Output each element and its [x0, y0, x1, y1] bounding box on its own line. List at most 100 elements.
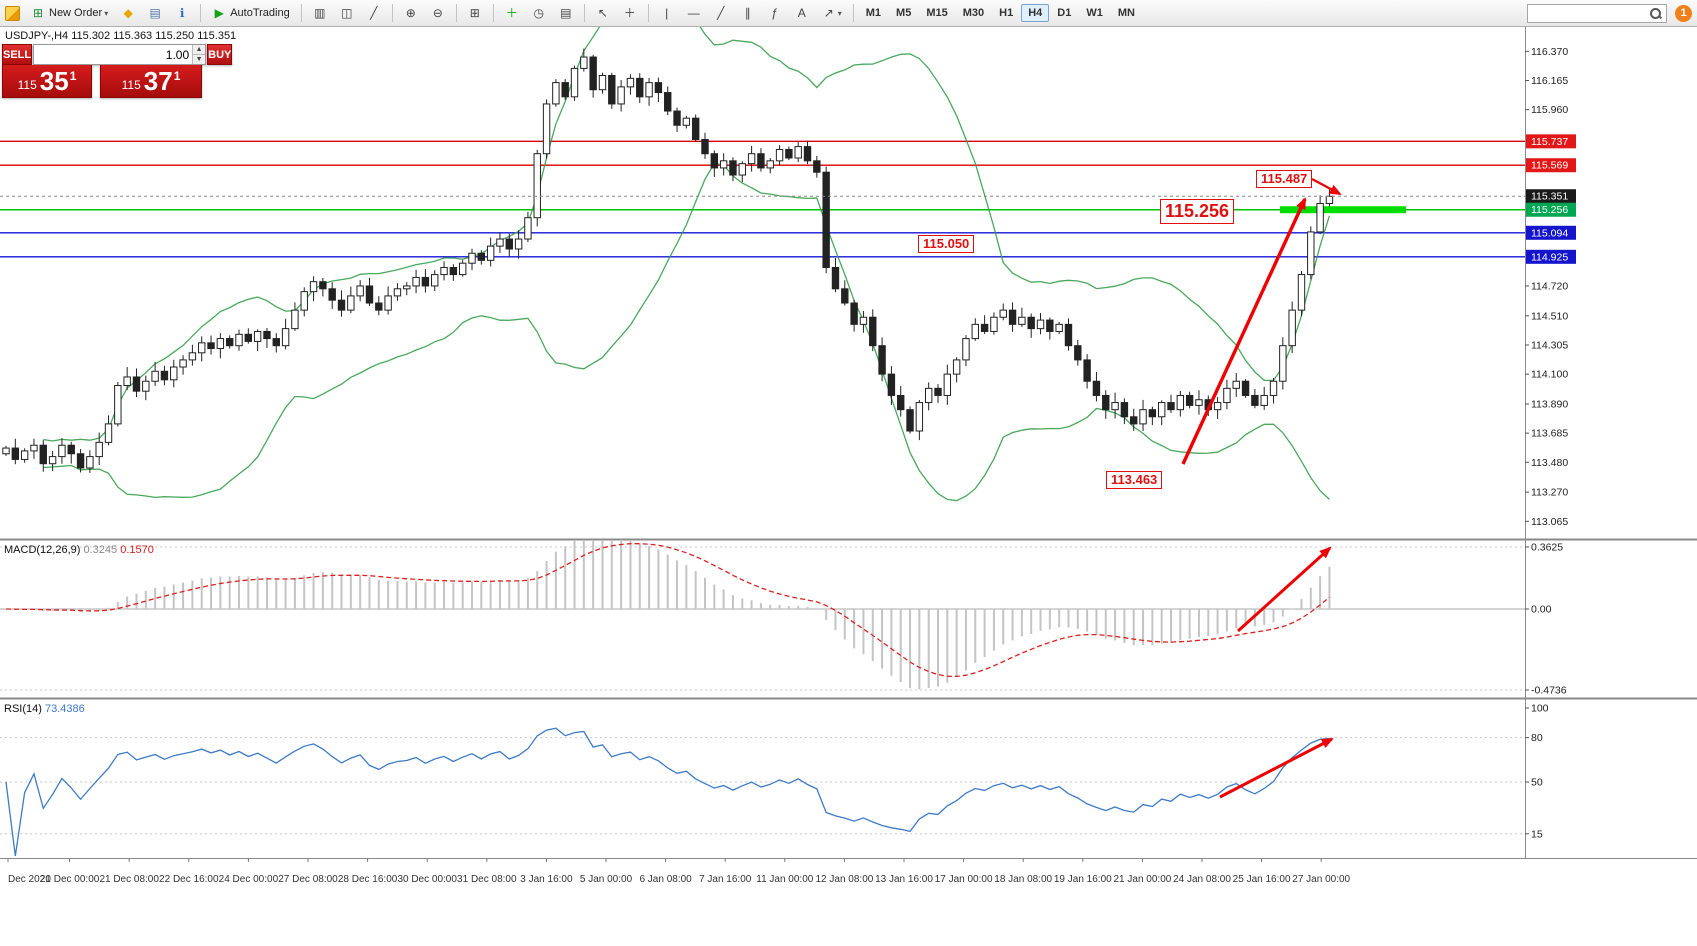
price-callout[interactable]: 115.050 [918, 235, 975, 254]
toolbar-separator [455, 4, 457, 22]
chevron-down-icon: ▾ [104, 8, 109, 18]
candlestick-chart-icon-button[interactable]: ◫ [334, 3, 360, 23]
svg-text:114.925: 114.925 [1531, 251, 1568, 263]
timeframe-m30-button[interactable]: M30 [956, 4, 991, 22]
metaeditor-icon-icon: ▤ [149, 6, 161, 20]
zoom-in-icon: ⊕ [405, 6, 416, 20]
trend-arrow-macd[interactable] [1236, 546, 1332, 633]
zoom-out-button[interactable]: ⊖ [425, 3, 451, 23]
buy-price-pip: 1 [173, 68, 181, 83]
zoom-in-button[interactable]: ⊕ [398, 3, 424, 23]
horizontal-line-tool-button[interactable]: — [681, 3, 707, 23]
time-axis-label: Dec 2021 [8, 874, 51, 885]
notification-badge[interactable]: 1 [1675, 4, 1692, 22]
templates-button[interactable]: ▤ [553, 3, 579, 23]
timeframe-m1-button[interactable]: M1 [859, 4, 888, 22]
sell-price-button[interactable]: 115 35 1 [2, 65, 92, 98]
price-callout[interactable]: 115.256 [1160, 199, 1235, 224]
timeframe-m5-button[interactable]: M5 [889, 4, 918, 22]
trendline-tool-button[interactable]: ╱ [708, 3, 734, 23]
timeframe-h4-button[interactable]: H4 [1021, 4, 1050, 22]
crosshair-tool-button[interactable]: ＋ [617, 3, 643, 23]
svg-text:115.569: 115.569 [1531, 160, 1568, 172]
periods-button[interactable]: ◷ [526, 3, 552, 23]
timeframe-mn-button[interactable]: MN [1111, 4, 1142, 22]
help-icon-button[interactable]: ℹ [169, 3, 195, 23]
toolbar-separator [200, 4, 202, 22]
indicators-button[interactable]: ＋ [499, 3, 525, 23]
volume-up-button[interactable]: ▲ [193, 45, 206, 55]
timeframe-h1-button[interactable]: H1 [992, 4, 1020, 22]
candlestick-chart-icon-icon: ◫ [341, 6, 353, 20]
time-axis-label: 20 Dec 00:00 [40, 874, 100, 885]
text-tool-button[interactable]: A [789, 3, 815, 23]
svg-text:113.480: 113.480 [1531, 457, 1568, 469]
price-callout[interactable]: 115.487 [1256, 170, 1313, 189]
toolbar-button-label: D1 [1057, 7, 1072, 19]
time-axis-label: 3 Jan 16:00 [520, 874, 573, 885]
volume-input[interactable] [34, 45, 193, 64]
svg-text:113.270: 113.270 [1531, 487, 1568, 499]
vertical-line-tool-icon: | [665, 6, 669, 20]
autotrading-icon: ▶ [214, 6, 224, 20]
search-input[interactable] [1532, 7, 1649, 19]
new-order-icon: ⊞ [32, 6, 44, 20]
time-axis-label: 18 Jan 08:00 [994, 874, 1052, 885]
svg-text:15: 15 [1531, 828, 1543, 840]
search-icon[interactable] [1649, 7, 1662, 20]
toolbar-right: 1 [1527, 3, 1692, 23]
svg-text:113.685: 113.685 [1531, 428, 1568, 440]
toolbar-separator [492, 4, 494, 22]
cursor-tool-button[interactable]: ↖ [590, 3, 616, 23]
vertical-line-tool-button[interactable]: | [654, 3, 680, 23]
tile-windows-button[interactable]: ⊞ [462, 3, 488, 23]
price-chart-canvas[interactable]: 116.370 116.165 115.960 114.720 114.510 114.3… [0, 27, 1697, 946]
toolbar-separator [391, 4, 393, 22]
timeframe-w1-button[interactable]: W1 [1079, 4, 1110, 22]
sell-button[interactable]: SELL [2, 44, 33, 65]
metaeditor-icon-button[interactable]: ▤ [142, 3, 168, 23]
channel-tool-button[interactable]: ∥ [735, 3, 761, 23]
price-callout[interactable]: 113.463 [1106, 471, 1163, 490]
indicators-icon: ＋ [505, 6, 518, 20]
fibonacci-tool-button[interactable]: ƒ [762, 3, 788, 23]
toolbar-button-label: AutoTrading [230, 7, 290, 19]
rsi-name: RSI(14) [4, 703, 42, 715]
autotrading-button[interactable]: ▶ AutoTrading [206, 3, 296, 23]
sell-price-big: 35 [39, 66, 69, 96]
alerts-icon-button[interactable]: ◆ [115, 3, 141, 23]
buy-price-button[interactable]: 115 37 1 [100, 65, 202, 98]
buy-button[interactable]: BUY [207, 44, 233, 65]
trend-arrow-high[interactable] [1311, 178, 1342, 195]
volume-stepper: ▲ ▼ [192, 45, 206, 64]
toolbar-button-label: H4 [1028, 7, 1043, 19]
volume-down-button[interactable]: ▼ [193, 55, 206, 64]
svg-text:115.256: 115.256 [1531, 204, 1568, 216]
toolbar-button-label: M1 [865, 7, 882, 19]
tile-windows-icon: ⊞ [469, 6, 480, 20]
horizontal-line-tool-icon: — [687, 6, 700, 20]
chart-area[interactable]: 116.370 116.165 115.960 114.720 114.510 114.3… [0, 27, 1697, 946]
time-axis-label: 25 Jan 16:00 [1233, 874, 1291, 885]
arrows-tool-button[interactable]: ↗ ▾ [816, 3, 848, 23]
trend-arrow-rsi[interactable] [1219, 737, 1334, 799]
timeframe-d1-button[interactable]: D1 [1050, 4, 1078, 22]
new-order-button[interactable]: ⊞ New Order ▾ [25, 3, 114, 23]
time-axis-label: 13 Jan 16:00 [875, 874, 933, 885]
line-chart-icon-button[interactable]: ╱ [361, 3, 387, 23]
trend-arrow-main[interactable] [1181, 197, 1307, 465]
bar-chart-icon-icon: ▥ [314, 6, 326, 20]
svg-text:113.065: 113.065 [1531, 516, 1568, 528]
bar-chart-icon-button[interactable]: ▥ [307, 3, 333, 23]
svg-text:115.094: 115.094 [1531, 227, 1568, 239]
timeframe-m15-button[interactable]: M15 [919, 4, 954, 22]
bollinger-bands [43, 27, 1331, 502]
time-axis-label: 21 Dec 08:00 [99, 874, 159, 885]
svg-text:0.00: 0.00 [1531, 603, 1552, 615]
svg-text:114.720: 114.720 [1531, 280, 1568, 292]
macd-name: MACD(12,26,9) [4, 544, 81, 556]
toolbar-button-label: M15 [926, 7, 948, 19]
rsi-axis: 100 80 50 15 [1525, 703, 1549, 840]
